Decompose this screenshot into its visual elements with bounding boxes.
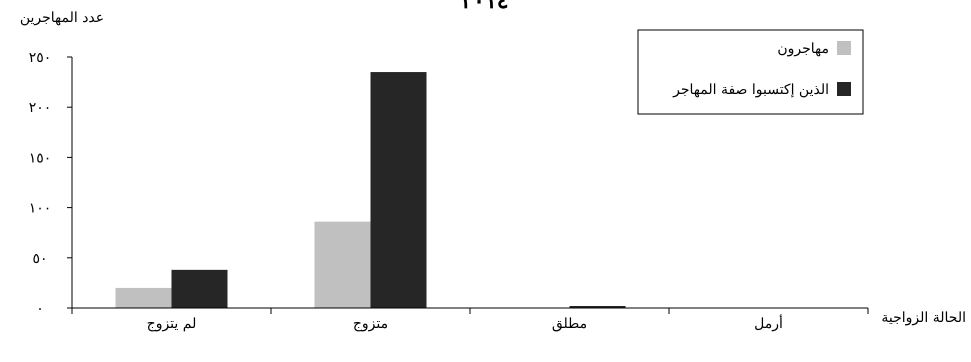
x-axis-label: الحالة الزواجية xyxy=(881,310,966,326)
legend-label-series-1: مهاجرون xyxy=(777,41,829,57)
y-tick-label: ٥٠ xyxy=(32,251,47,267)
y-tick-label: ٢٠٠ xyxy=(29,100,52,116)
legend-swatch-series-1 xyxy=(837,41,851,55)
y-tick-label: ١٥٠ xyxy=(29,150,52,166)
x-category-label: لم يتزوج xyxy=(147,316,197,332)
bar-series-1 xyxy=(115,287,172,308)
legend: مهاجرون الذين إكتسبوا صفة المهاجر xyxy=(637,29,864,115)
x-category-label: أرمل xyxy=(754,313,783,332)
bars xyxy=(115,72,626,308)
y-tick-label: ٢٥٠ xyxy=(29,50,52,66)
chart-title: ٢٠١٤ xyxy=(461,0,508,14)
legend-label-series-2: الذين إكتسبوا صفة المهاجر xyxy=(672,82,829,98)
legend-swatch-series-2 xyxy=(837,82,851,96)
x-category-label: متزوج xyxy=(353,316,388,332)
bar-series-2 xyxy=(171,269,228,308)
y-tick-label: ١٠٠ xyxy=(29,201,52,217)
y-axis-label: عدد المهاجرين xyxy=(20,10,104,26)
y-axis-ticks: ٠ ٥٠ ١٠٠ ١٥٠ ٢٠٠ ٢٥٠ xyxy=(29,50,72,317)
y-tick-label: ٠ xyxy=(36,301,44,317)
x-axis-category-labels: لم يتزوج متزوج مطلق أرمل xyxy=(71,308,869,332)
bar-series-2 xyxy=(370,72,427,308)
bar-series-2 xyxy=(569,305,626,308)
bar-series-1 xyxy=(314,221,371,308)
legend-box xyxy=(637,29,864,115)
x-category-label: مطلق xyxy=(552,316,587,332)
